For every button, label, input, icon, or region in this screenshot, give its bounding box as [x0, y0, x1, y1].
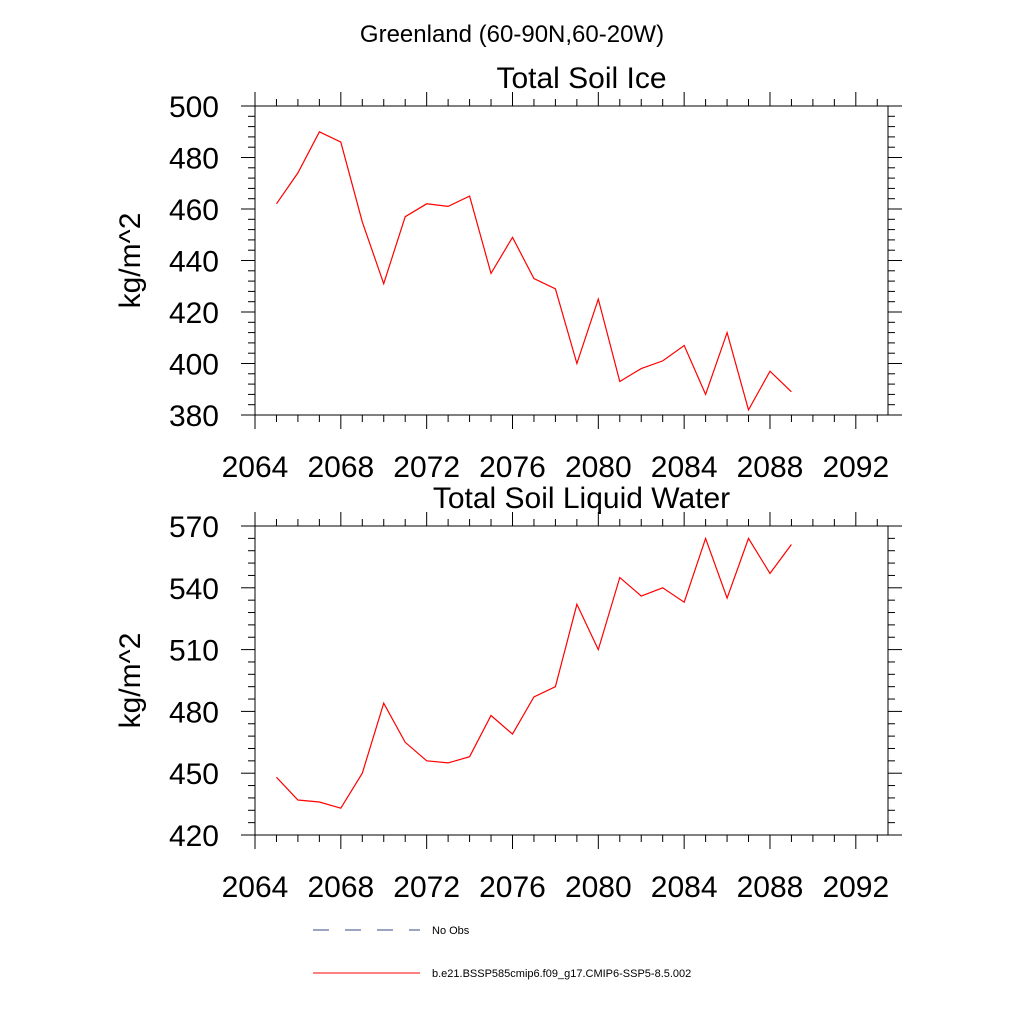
y-axis-label: kg/m^2 — [114, 633, 147, 729]
x-tick-label: 2064 — [222, 871, 289, 904]
y-tick-label: 480 — [169, 696, 219, 729]
x-tick-label: 2076 — [479, 871, 546, 904]
figure-title: Greenland (60-90N,60-20W) — [360, 21, 664, 48]
plot-frame — [254, 105, 889, 416]
y-tick-label: 510 — [169, 635, 219, 668]
legend-label-model: b.e21.BSSP585cmip6.f09_g17.CMIP6-SSP5-8.… — [432, 968, 691, 980]
x-tick-label: 2084 — [651, 871, 718, 904]
y-tick-label: 400 — [169, 349, 219, 382]
x-tick-label: 2092 — [822, 871, 889, 904]
legend: No Obs b.e21.BSSP585cmip6.f09_g17.CMIP6-… — [313, 925, 691, 980]
x-tick-label: 2084 — [651, 451, 718, 484]
plot-title: Total Soil Ice — [496, 62, 666, 95]
plot-soil-liquid-water: 2064 2068 2072 2076 2080 2084 2088 2092 420 450 48… — [114, 482, 902, 904]
plot-soil-ice: 2064 2068 2072 2076 2080 2084 2088 2092 380 400 42… — [114, 62, 902, 484]
x-tick-label: 2072 — [393, 871, 460, 904]
x-tick-label: 2068 — [307, 871, 374, 904]
x-tick-label: 2076 — [479, 451, 546, 484]
plot-title: Total Soil Liquid Water — [433, 482, 730, 515]
y-axis-label: kg/m^2 — [114, 213, 147, 309]
x-tick-label: 2072 — [393, 451, 460, 484]
series-line — [276, 131, 792, 412]
y-tick-label: 420 — [169, 297, 219, 330]
y-tick-label: 540 — [169, 573, 219, 606]
plot-frame — [254, 525, 889, 836]
y-tick-label: 440 — [169, 246, 219, 279]
x-tick-label: 2080 — [565, 451, 632, 484]
y-tick-label: 460 — [169, 194, 219, 227]
y-tick-label: 500 — [169, 91, 219, 124]
x-tick-label: 2068 — [307, 451, 374, 484]
x-tick-label: 2064 — [222, 451, 289, 484]
x-tick-label: 2092 — [822, 451, 889, 484]
y-tick-label: 380 — [169, 400, 219, 433]
y-tick-label: 450 — [169, 758, 219, 791]
x-tick-label: 2080 — [565, 871, 632, 904]
legend-label-no-obs: No Obs — [432, 925, 470, 937]
y-tick-label: 480 — [169, 143, 219, 176]
x-tick-label: 2088 — [737, 871, 804, 904]
y-tick-label: 420 — [169, 820, 219, 853]
x-tick-label: 2088 — [737, 451, 804, 484]
y-tick-label: 570 — [169, 511, 219, 544]
series-line — [276, 536, 792, 809]
